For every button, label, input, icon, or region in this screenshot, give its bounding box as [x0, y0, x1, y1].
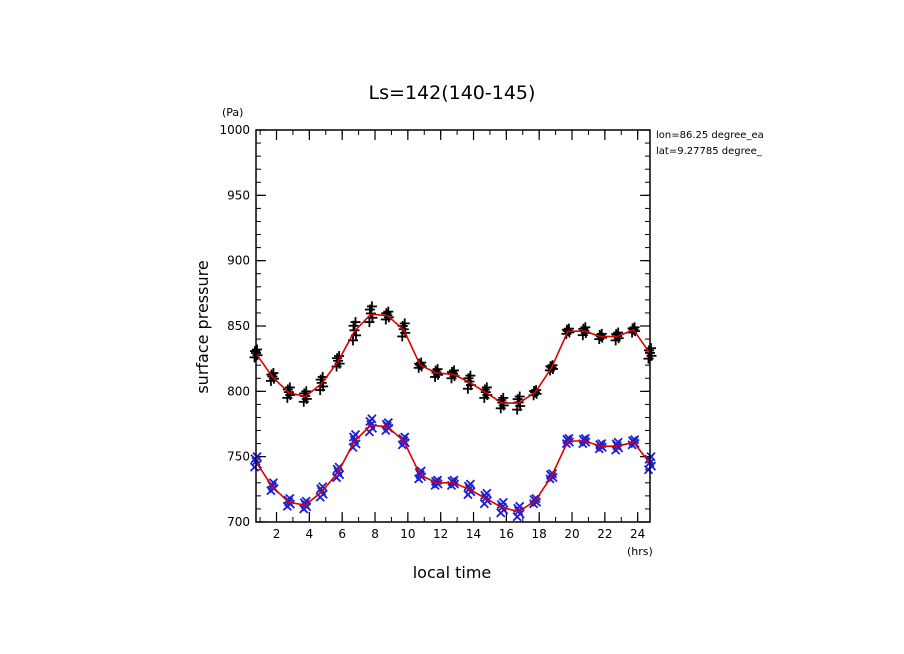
y-unit-label: (Pa)	[222, 106, 243, 119]
cross-marker	[367, 414, 377, 424]
x-tick-label: 18	[532, 527, 547, 541]
plus-marker	[498, 392, 509, 403]
cross-marker	[482, 488, 492, 498]
cross-marker	[416, 466, 426, 476]
cross-marker	[465, 479, 476, 489]
plus-marker	[578, 323, 589, 334]
x-tick-label: 16	[499, 527, 514, 541]
plot-frame	[255, 129, 651, 523]
y-tick-label: 1000	[219, 123, 250, 137]
x-tick-label: 4	[306, 527, 314, 541]
y-tick-label: 900	[227, 254, 250, 268]
x-tick-label: 10	[400, 527, 415, 541]
plus-marker	[627, 323, 638, 334]
plus-marker	[383, 306, 394, 317]
chart-title: Ls=142(140-145)	[369, 82, 536, 104]
x-tick-label: 14	[466, 527, 481, 541]
plus-marker	[250, 346, 260, 357]
plus-marker	[350, 317, 361, 328]
cross-marker	[646, 452, 656, 462]
x-tick-label: 6	[338, 527, 346, 541]
x-tick-label: 24	[630, 527, 645, 541]
plus-marker	[465, 370, 476, 381]
annotation-lat: lat=9.27785 degree_	[656, 146, 763, 157]
x-axis-label: local time	[413, 563, 492, 582]
y-tick-label: 950	[227, 188, 250, 202]
plus-marker	[514, 391, 525, 402]
mean-line-2	[255, 424, 651, 513]
mean-line-1	[255, 313, 651, 404]
plus-marker	[646, 343, 656, 354]
x-tick-label: 22	[597, 527, 612, 541]
cross-marker	[301, 496, 311, 506]
y-tick-label: 800	[227, 384, 250, 398]
plus-marker	[481, 382, 492, 393]
plus-marker	[284, 382, 295, 393]
plus-marker	[529, 386, 540, 397]
annotation-lon: lon=86.25 degree_ea	[656, 130, 764, 141]
x-tick-label: 12	[433, 527, 448, 541]
plus-marker	[366, 301, 377, 312]
plus-marker	[644, 345, 654, 356]
plus-marker	[449, 365, 459, 376]
cross-marker	[318, 482, 328, 492]
plus-marker	[399, 318, 410, 329]
x-tick-label: 8	[371, 527, 379, 541]
cross-marker	[498, 497, 508, 508]
cross-marker	[252, 452, 262, 462]
cross-marker	[383, 418, 393, 428]
y-tick-label: 700	[227, 515, 250, 529]
plus-marker	[611, 329, 622, 340]
y-axis-label: surface pressure	[193, 260, 212, 393]
x-unit-label: (hrs)	[627, 545, 653, 558]
plus-marker	[580, 322, 591, 333]
plus-marker	[381, 308, 392, 319]
y-tick-label: 850	[227, 319, 250, 333]
x-tick-label: 20	[564, 527, 579, 541]
y-tick-label: 750	[227, 450, 250, 464]
plot-area	[249, 301, 657, 522]
plus-marker	[301, 386, 312, 397]
plus-marker	[252, 344, 262, 355]
x-tick-label: 2	[273, 527, 281, 541]
plus-marker	[447, 366, 457, 377]
